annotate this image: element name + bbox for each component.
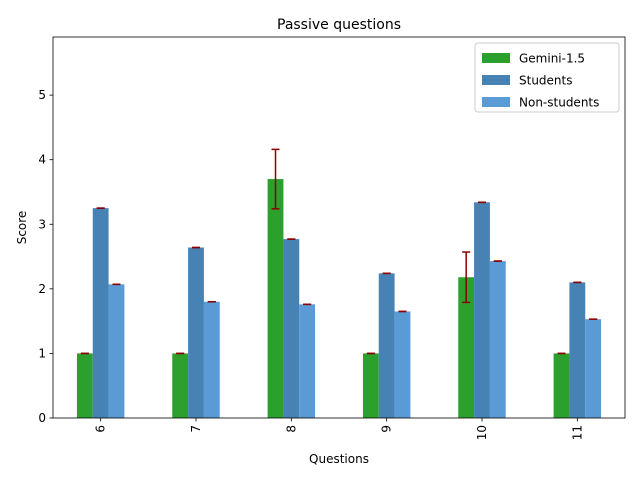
bar-non-students-q8 [299, 304, 316, 418]
legend-swatch [482, 97, 510, 107]
bar-gemini-1-5-q9 [362, 353, 379, 418]
bar-students-q10 [474, 202, 490, 418]
legend-label: Students [519, 74, 573, 88]
bar-non-students-q10 [489, 261, 506, 418]
chart-title: Passive questions [277, 17, 401, 33]
error-bar-gemini-1-5-q10 [462, 251, 471, 304]
bar-gemini-1-5-q6 [76, 353, 93, 418]
x-tick-label: 10 [475, 425, 489, 440]
bar-students-q7 [188, 247, 204, 418]
bar-students-q11 [569, 282, 586, 418]
bar-non-students-q7 [203, 301, 220, 418]
error-bar-gemini-1-5-q8 [271, 148, 280, 210]
bar-non-students-q11 [585, 319, 602, 418]
y-tick-label: 4 [38, 153, 46, 167]
legend-label: Non-students [519, 96, 599, 110]
legend: Gemini-1.5 Students Non-students [474, 42, 620, 113]
bar-gemini-1-5-q7 [172, 353, 189, 418]
y-tick-label: 5 [38, 88, 46, 102]
bar-students-q9 [378, 273, 395, 418]
bar-gemini-1-5-q10 [458, 277, 475, 418]
y-tick-label: 3 [38, 217, 46, 231]
bar-students-q6 [92, 208, 109, 418]
y-tick-label: 1 [38, 346, 46, 360]
error-bars-group [80, 148, 598, 355]
x-tick-label: 11 [570, 425, 584, 440]
y-tick-label: 2 [38, 282, 46, 296]
x-axis: 6 7 8 9 10 11 [94, 418, 584, 440]
x-tick-label: 6 [94, 425, 108, 433]
legend-label: Gemini-1.5 [519, 52, 585, 66]
x-tick-label: 9 [380, 425, 394, 433]
legend-box [474, 42, 620, 113]
bar-non-students-q9 [394, 311, 411, 418]
bar-gemini-1-5-q11 [553, 353, 570, 418]
legend-swatch [482, 53, 510, 63]
x-tick-label: 7 [189, 425, 203, 433]
plot-frame [52, 36, 626, 419]
bar-non-students-q6 [108, 284, 125, 418]
x-tick-label: 8 [284, 425, 298, 433]
bars-group [76, 179, 602, 418]
bar-gemini-1-5-q8 [267, 179, 284, 418]
x-axis-label: Questions [309, 452, 369, 466]
y-axis-label: Score [15, 211, 29, 245]
legend-swatch [482, 75, 510, 85]
y-axis: 0 1 2 3 4 5 [38, 88, 53, 425]
bar-students-q8 [283, 239, 300, 418]
y-tick-label: 0 [38, 411, 46, 425]
